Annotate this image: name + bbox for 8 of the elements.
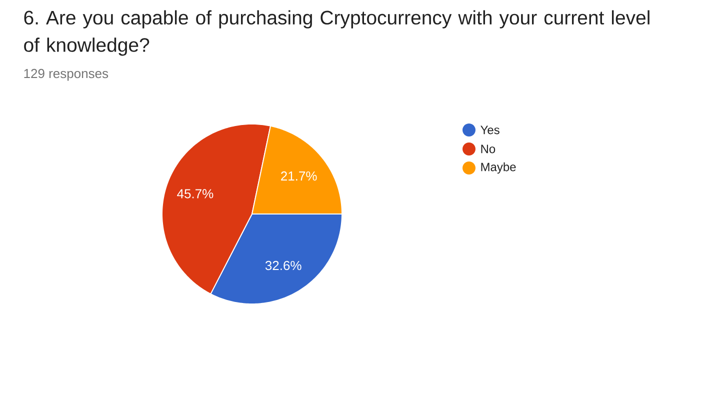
legend-label: Maybe: [481, 162, 516, 174]
legend-label: No: [481, 144, 496, 154]
chart-title: 6. Are you capable of purchasing Cryptocurrency with your current level of knowledge?: [24, 10, 650, 56]
legend-label: Yes: [480, 126, 500, 134]
data-label: 45.7%: [177, 189, 214, 198]
data-label: 32.6%: [265, 260, 302, 270]
data-label: 21.7%: [281, 171, 317, 181]
chart-subtitle: 129 responses: [24, 68, 108, 81]
